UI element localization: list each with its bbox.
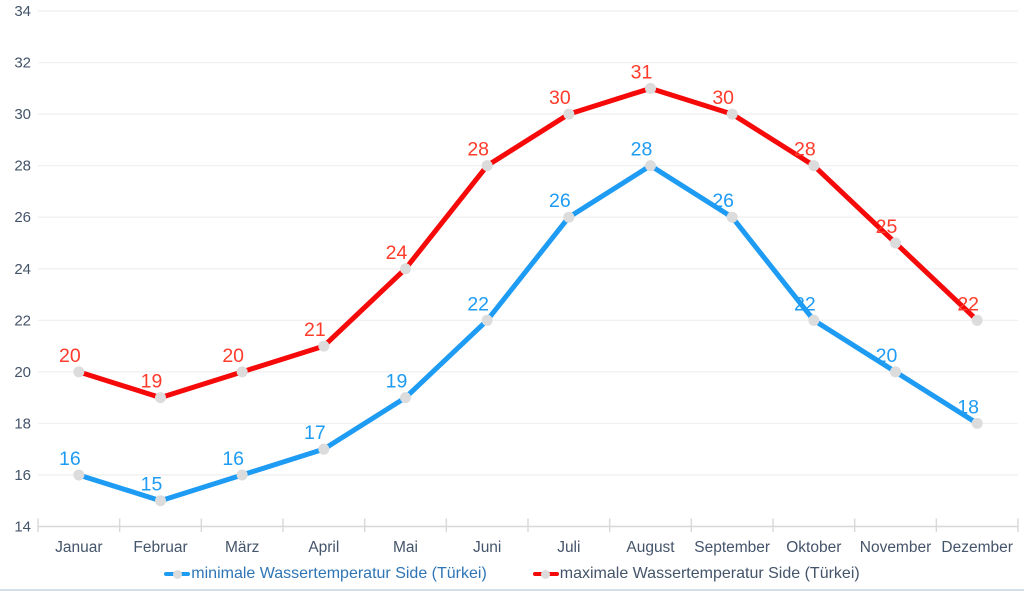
- data-label-max: 25: [876, 216, 898, 238]
- legend-item-max: maximale Wassertemperatur Side (Türkei): [532, 565, 860, 583]
- data-point-marker: [155, 392, 166, 404]
- data-label-min: 26: [712, 190, 734, 212]
- y-tick-label: 20: [14, 364, 31, 381]
- data-point-marker: [890, 237, 901, 249]
- data-point-marker: [73, 469, 85, 481]
- legend-label-max: maximale Wassertemperatur Side (Türkei): [559, 565, 860, 582]
- x-tick-label: Dezember: [941, 539, 1013, 556]
- legend-item-min: minimale Wassertemperatur Side (Türkei): [164, 565, 487, 583]
- data-point-marker: [808, 314, 820, 326]
- legend-marker-dot: [541, 569, 551, 579]
- data-point-marker: [73, 366, 85, 378]
- data-point-marker: [645, 82, 656, 94]
- y-tick-label: 28: [14, 158, 31, 175]
- x-tick-label: Juni: [473, 539, 501, 556]
- y-tick-label: 14: [14, 519, 31, 536]
- data-label-min: 22: [794, 293, 816, 315]
- data-point-marker: [971, 417, 983, 429]
- data-label-min: 19: [386, 371, 408, 393]
- data-point-marker: [563, 211, 575, 223]
- data-label-min: 17: [304, 422, 326, 444]
- data-point-marker: [400, 392, 411, 404]
- data-label-max: 28: [467, 139, 489, 161]
- x-tick-label: Juli: [557, 539, 580, 556]
- data-point-marker: [400, 263, 411, 275]
- data-point-marker: [236, 469, 248, 481]
- data-label-min: 16: [222, 448, 244, 470]
- data-label-max: 31: [631, 61, 653, 83]
- data-label-min: 28: [631, 139, 653, 161]
- x-tick-label: November: [860, 539, 932, 556]
- x-tick-label: August: [626, 539, 675, 556]
- legend-marker-max-icon: [532, 569, 559, 579]
- x-tick-label: Januar: [55, 539, 102, 556]
- data-point-marker: [318, 340, 330, 352]
- data-point-marker: [318, 443, 330, 455]
- data-point-marker: [481, 160, 493, 172]
- x-tick-label: September: [694, 539, 770, 556]
- y-tick-label: 22: [14, 312, 31, 329]
- data-label-min: 20: [876, 345, 898, 367]
- legend-marker-min-icon: [164, 569, 191, 579]
- data-label-min: 15: [141, 474, 163, 496]
- y-tick-label: 32: [14, 55, 31, 72]
- x-tick-label: Februar: [133, 539, 187, 556]
- x-tick-label: Mai: [393, 539, 418, 556]
- y-tick-label: 24: [14, 261, 31, 278]
- data-point-marker: [481, 314, 493, 326]
- plot-svg: 14 16 18 20 22 24 26 28 30 32 34 Januar Februar März A…: [14, 3, 1019, 556]
- y-tick-label: 16: [14, 467, 31, 484]
- data-label-min: 22: [467, 293, 489, 315]
- bottom-divider: [0, 589, 1024, 591]
- legend-marker-dot: [172, 569, 182, 579]
- data-label-max: 19: [141, 371, 163, 393]
- data-point-marker: [155, 495, 166, 507]
- y-tick-label: 34: [14, 3, 31, 20]
- data-point-marker: [563, 108, 575, 120]
- x-tick-label: März: [225, 539, 259, 556]
- data-label-max: 28: [794, 139, 816, 161]
- data-point-marker: [726, 108, 738, 120]
- data-point-marker: [236, 366, 248, 378]
- data-label-max: 20: [222, 345, 244, 367]
- legend-label-min: minimale Wassertemperatur Side (Türkei): [191, 565, 487, 582]
- y-tick-label: 30: [14, 106, 31, 123]
- data-label-max: 30: [712, 87, 734, 109]
- y-tick-label: 18: [14, 415, 31, 432]
- x-tick-label: Oktober: [786, 539, 841, 556]
- data-label-min: 16: [59, 448, 81, 470]
- data-label-max: 30: [549, 87, 571, 109]
- data-label-min: 26: [549, 190, 571, 212]
- data-label-max: 24: [386, 242, 408, 264]
- data-label-max: 22: [957, 293, 979, 315]
- x-tick-label: April: [308, 539, 339, 556]
- data-point-marker: [890, 366, 901, 378]
- data-label-max: 21: [304, 319, 326, 341]
- data-point-marker: [971, 314, 983, 326]
- series-min-line: [76, 163, 980, 504]
- y-tick-label: 26: [14, 209, 31, 226]
- data-point-marker: [808, 160, 820, 172]
- data-point-marker: [645, 160, 656, 172]
- data-point-marker: [726, 211, 738, 223]
- legend: minimale Wassertemperatur Side (Türkei) …: [0, 561, 1024, 587]
- data-label-max: 20: [59, 345, 81, 367]
- series-max-line: [76, 85, 980, 401]
- data-label-min: 18: [957, 396, 979, 418]
